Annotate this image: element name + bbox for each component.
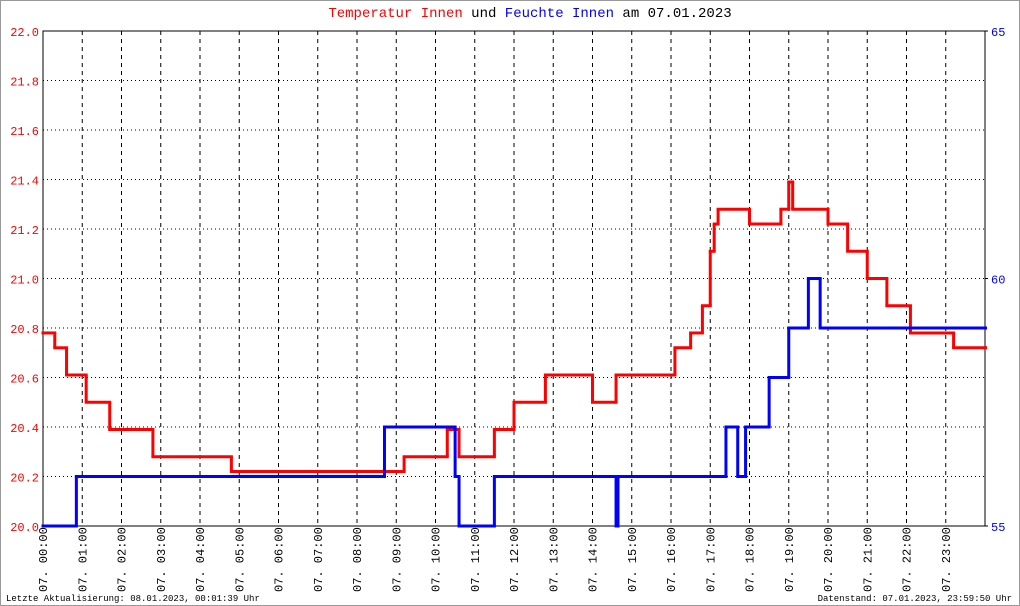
title-part: und: [471, 6, 496, 22]
x-tick-label: 07. 23:00: [940, 527, 954, 592]
footer-right: Datenstand: 07.01.2023, 23:59:50 Uhr: [818, 594, 1012, 604]
x-tick-label: 07. 09:00: [390, 527, 404, 592]
x-tick-label: 07. 10:00: [430, 527, 444, 592]
footer-left: Letzte Aktualisierung: 08.01.2023, 00:01…: [6, 594, 260, 604]
y-tick-label: 21.2: [10, 224, 39, 238]
y-tick-label: 20.4: [10, 422, 39, 436]
y-tick-label: 20.0: [10, 521, 39, 535]
x-tick-label: 07. 15:00: [626, 527, 640, 592]
x-tick-label: 07. 01:00: [76, 527, 90, 592]
x-tick-label: 07. 20:00: [822, 527, 836, 592]
x-tick-label: 07. 05:00: [233, 527, 247, 592]
x-tick-label: 07. 18:00: [744, 527, 758, 592]
x-tick-label: 07. 19:00: [783, 527, 797, 592]
y-tick-label: 22.0: [10, 26, 39, 40]
chart-title: Temperatur Innen und Feuchte Innen am 07…: [328, 6, 731, 22]
x-tick-label: 07. 13:00: [547, 527, 561, 592]
x-tick-label: 07. 02:00: [116, 527, 130, 592]
y-tick-label: 21.4: [10, 175, 39, 189]
y-tick-label: 20.6: [10, 373, 39, 387]
x-tick-label: 07. 22:00: [901, 527, 915, 592]
x-tick-label: 07. 12:00: [508, 527, 522, 592]
title-part: Feuchte Innen: [505, 6, 614, 22]
x-tick-label: 07. 06:00: [273, 527, 287, 592]
title-part: am 07.01.2023: [622, 6, 731, 22]
x-tick-label: 07. 07:00: [312, 527, 326, 592]
x-tick-label: 07. 16:00: [665, 527, 679, 592]
series-humidity: [41, 277, 987, 528]
title-part: Temperatur Innen: [328, 6, 462, 22]
y2-tick-label: 65: [991, 26, 1005, 40]
x-tick-label: 07. 14:00: [587, 527, 601, 592]
x-tick-label: 07. 04:00: [194, 527, 208, 592]
x-tick-label: 07. 03:00: [155, 527, 169, 592]
y-tick-label: 21.8: [10, 76, 39, 90]
y2-tick-label: 60: [991, 274, 1005, 288]
x-tick-label: 07. 17:00: [704, 527, 718, 592]
x-tick-label: 07. 21:00: [861, 527, 875, 592]
y-tick-label: 21.0: [10, 274, 39, 288]
x-tick-label: 07. 00:00: [37, 527, 51, 592]
series-temperature: [41, 180, 987, 474]
y-tick-label: 21.6: [10, 125, 39, 139]
x-tick-label: 07. 11:00: [469, 527, 483, 592]
y2-tick-label: 55: [991, 521, 1005, 535]
y-tick-label: 20.8: [10, 323, 39, 337]
y-tick-label: 20.2: [10, 472, 39, 486]
x-tick-label: 07. 08:00: [351, 527, 365, 592]
